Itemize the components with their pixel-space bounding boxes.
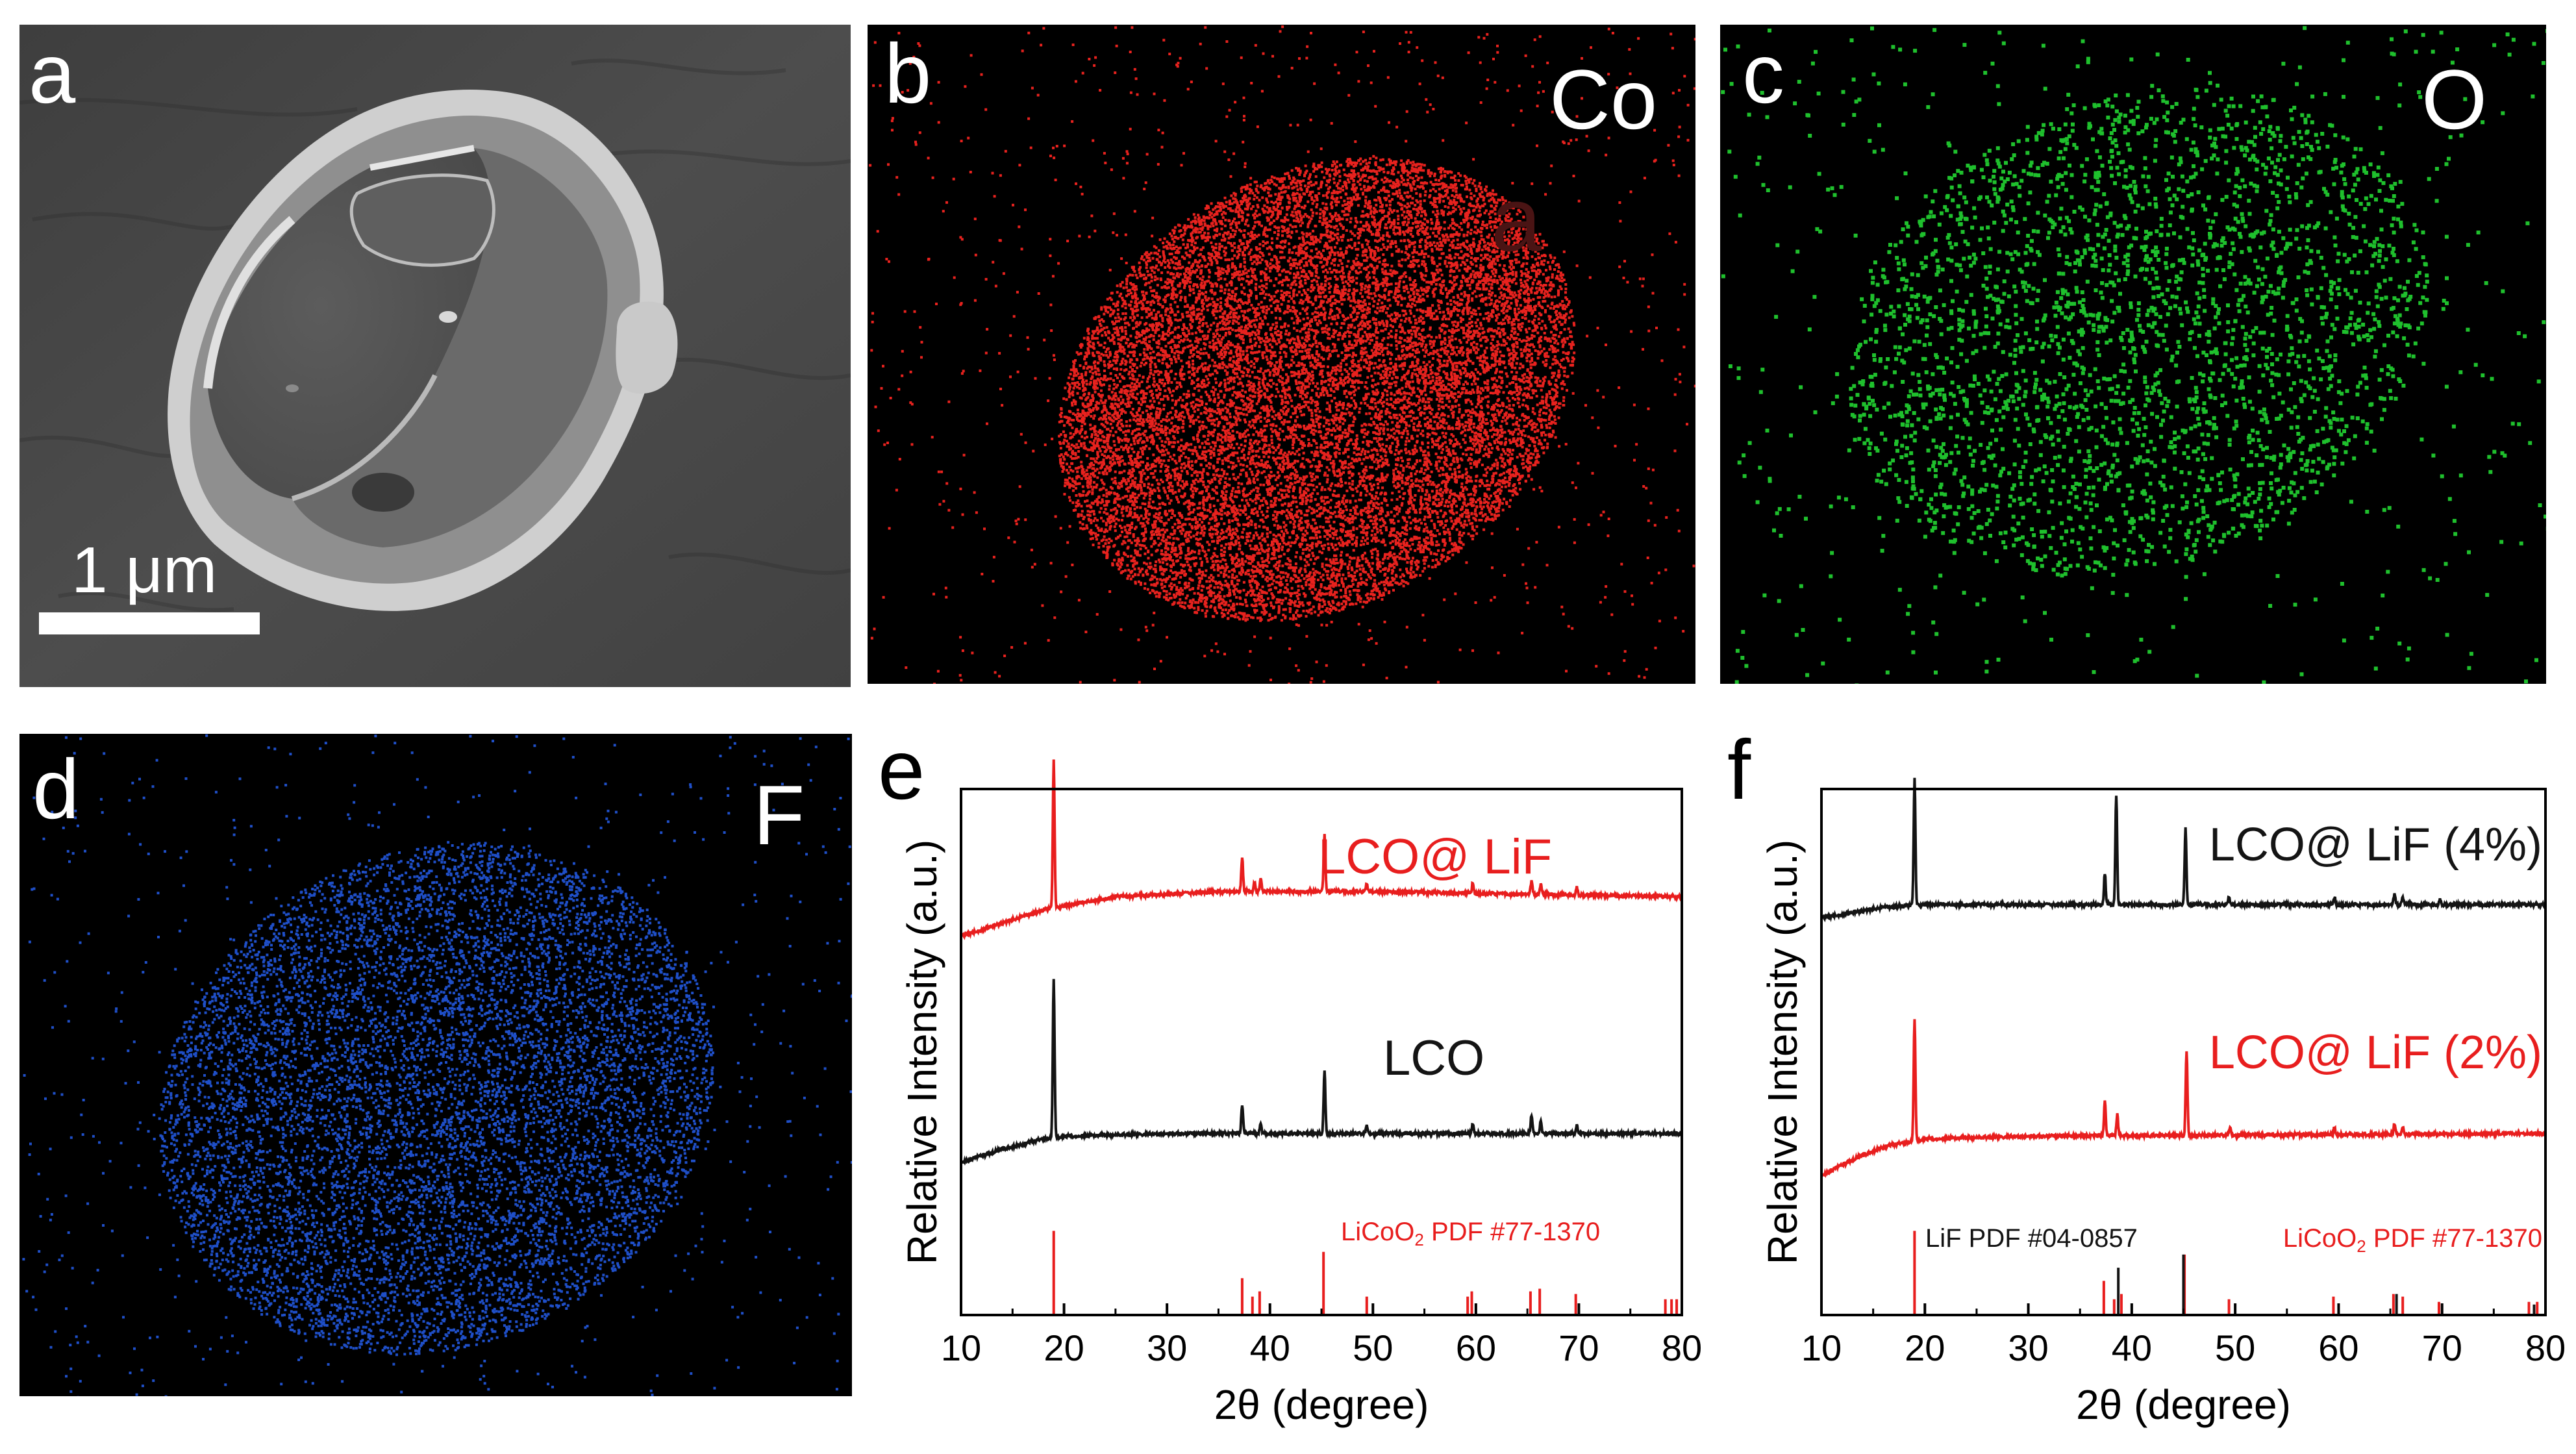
- x-tick-label: 80: [1662, 1327, 1702, 1368]
- x-tick-label: 40: [1250, 1327, 1290, 1368]
- panel-letter-a: a: [29, 31, 75, 116]
- panel-letter-f: f: [1727, 727, 1751, 812]
- series-label-0: LCO@ LiF: [1318, 829, 1552, 884]
- panel-letter-d: d: [32, 747, 79, 831]
- reference2-label: LiF PDF #04-0857: [1925, 1224, 2138, 1253]
- y-axis-label: Relative Intensity (a.u.): [899, 840, 945, 1265]
- panel-e-xrd-chart: 10 20 30 40 50 60 70 80 2θ (degree) Relative Inte…: [864, 727, 1708, 1442]
- x-tick-label: 80: [2525, 1327, 2566, 1368]
- series-label-1: LCO@ LiF (2%): [2209, 1027, 2542, 1079]
- x-tick-label: 50: [1353, 1327, 1393, 1368]
- series-label-1: LCO: [1383, 1031, 1484, 1086]
- panel-b-co-map: a b Co: [868, 25, 1695, 684]
- x-tick-label: 70: [2422, 1327, 2462, 1368]
- element-map-dots: [869, 25, 1695, 684]
- scalebar: [39, 612, 260, 634]
- panel-c-o-map: c O: [1720, 25, 2546, 684]
- x-tick-label: 30: [1147, 1327, 1187, 1368]
- series-line-0: [1820, 777, 2547, 923]
- x-tick-label: 10: [1801, 1327, 1842, 1368]
- x-tick-label: 20: [1044, 1327, 1084, 1368]
- panel-d-f-map: d F: [19, 734, 852, 1396]
- scalebar-label: 1 μm: [71, 538, 217, 603]
- o-element-dots: [1721, 26, 2546, 684]
- x-tick-label: 60: [2318, 1327, 2358, 1368]
- x-tick-label: 20: [1905, 1327, 1945, 1368]
- panel-letter-e: e: [878, 727, 925, 812]
- sem-micrograph: [19, 25, 851, 687]
- element-label-f: F: [753, 773, 805, 857]
- reference-label: LiCoO2 PDF #77-1370: [1341, 1218, 1600, 1249]
- x-tick-label: 10: [941, 1327, 981, 1368]
- x-tick-label: 40: [2112, 1327, 2152, 1368]
- x-tick-label: 30: [2008, 1327, 2048, 1368]
- co-element-dots: [869, 25, 1695, 684]
- reference-label: LiCoO2 PDF #77-1370: [2283, 1224, 2542, 1256]
- element-label-o: O: [2421, 57, 2487, 142]
- series-line-1: [1820, 1019, 2546, 1179]
- series-line-0: [960, 759, 1683, 940]
- panel-letter-c: c: [1742, 31, 1784, 116]
- f-element-dots: [22, 734, 852, 1396]
- series-line-1: [960, 979, 1682, 1166]
- x-tick-label: 50: [2215, 1327, 2255, 1368]
- x-axis-label: 2θ (degree): [2076, 1381, 2291, 1428]
- ghost-letter-b: a: [1491, 174, 1542, 265]
- xrd-plot-e: 10 20 30 40 50 60 70 80 2θ (degree) Relative Inte…: [899, 759, 1702, 1428]
- y-axis-label: Relative Intensity (a.u.): [1759, 840, 1806, 1265]
- xrd-plot-f: 10 20 30 40 50 60 70 80 2θ (degree) Relative Inte…: [1759, 777, 2566, 1428]
- panel-letter-b: b: [884, 31, 931, 116]
- element-label-co: Co: [1549, 57, 1657, 142]
- series-label-0: LCO@ LiF (4%): [2209, 819, 2542, 871]
- element-map-dots: [22, 734, 852, 1396]
- x-axis-label: 2θ (degree): [1214, 1381, 1429, 1428]
- x-tick-label: 60: [1456, 1327, 1496, 1368]
- x-tick-label: 70: [1558, 1327, 1599, 1368]
- panel-f-xrd-chart: 10 20 30 40 50 60 70 80 2θ (degree) Relative Inte…: [1714, 727, 2571, 1442]
- panel-a-sem-image: a 1 μm: [19, 25, 851, 687]
- element-map-dots: [1721, 26, 2546, 684]
